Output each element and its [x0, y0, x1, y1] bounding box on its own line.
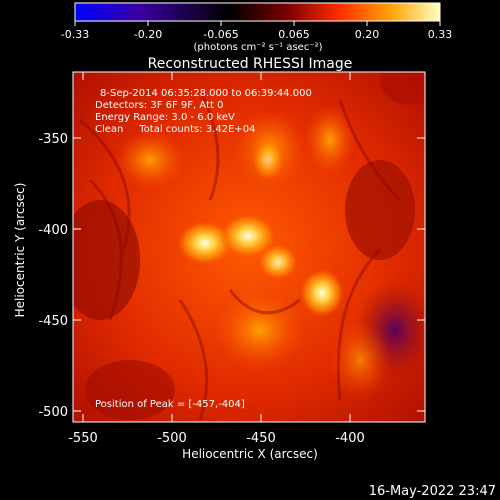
x-tick-label: -450: [246, 431, 276, 446]
plot-title: Reconstructed RHESSI Image: [148, 56, 353, 72]
colorbar: -0.33 -0.20 -0.065 0.065 0.20 0.33 (phot…: [61, 2, 453, 53]
footer-timestamp: 16-May-2022 23:47: [369, 484, 496, 499]
colorbar-tick-label: 0.20: [355, 28, 380, 41]
info-line-counts: Clean Total counts: 3.42E+04: [95, 124, 255, 135]
rhessi-image: [73, 72, 425, 422]
y-tick-label: -350: [38, 132, 68, 147]
x-tick-label: -550: [68, 431, 98, 446]
observation-info: 8-Sep-2014 06:35:28.000 to 06:39:44.000 …: [95, 88, 312, 135]
info-line-energy: Energy Range: 3.0 - 6.0 keV: [95, 112, 235, 123]
colorbar-tick-label: -0.33: [61, 28, 89, 41]
y-tick-label: -450: [38, 314, 68, 329]
y-tick-label: -500: [38, 405, 68, 420]
colorbar-unit-label: (photons cm⁻² s⁻¹ asec⁻²): [193, 42, 322, 53]
y-axis-label: Heliocentric Y (arcsec): [13, 183, 27, 318]
x-axis-ticks: [82, 72, 351, 422]
colorbar-tick-label: 0.33: [428, 28, 453, 41]
x-tick-label: -500: [157, 431, 187, 446]
info-line-time: 8-Sep-2014 06:35:28.000 to 06:39:44.000: [100, 88, 312, 99]
colorbar-tick-label: -0.20: [134, 28, 162, 41]
colorbar-tick-label: -0.065: [203, 28, 238, 41]
colorbar-gradient: [74, 2, 441, 22]
y-tick-label: -400: [38, 223, 68, 238]
x-axis-label: Heliocentric X (arcsec): [182, 447, 318, 461]
info-line-detectors: Detectors: 3F 6F 9F, Att 0: [95, 100, 223, 111]
x-tick-label: -400: [335, 431, 365, 446]
plot-frame: [72, 71, 426, 423]
y-axis-ticks: [73, 137, 425, 412]
peak-position-label: Position of Peak = [-457,-404]: [95, 399, 245, 410]
colorbar-tick-label: 0.065: [278, 28, 310, 41]
colorbar-tick-marks: [74, 21, 441, 26]
